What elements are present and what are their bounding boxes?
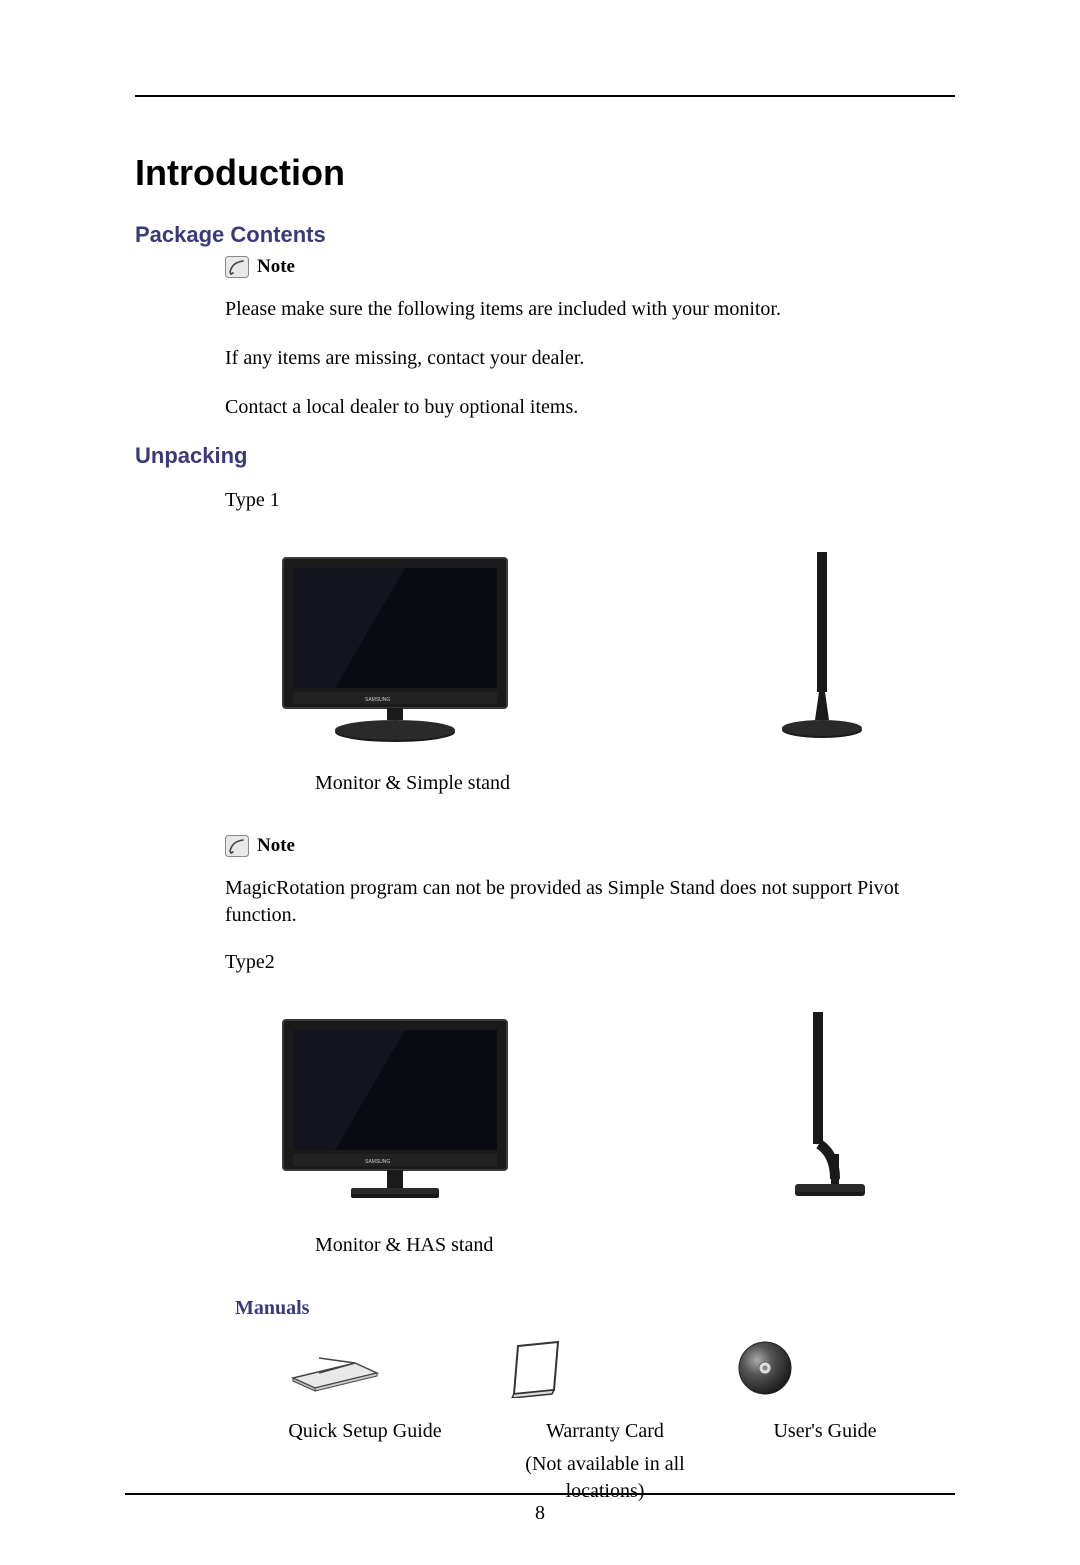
monitor-side-simple-stand-image xyxy=(775,542,875,742)
svg-text:SAMSUNG: SAMSUNG xyxy=(365,697,390,703)
note-label-1: Note xyxy=(257,256,295,278)
note-icon xyxy=(225,256,249,278)
page-title: Introduction xyxy=(135,152,955,194)
type2-label: Type2 xyxy=(225,951,955,974)
users-guide-label: User's Guide xyxy=(725,1420,925,1443)
bottom-horizontal-rule xyxy=(125,1493,955,1495)
warranty-card-sublabel: (Not available in all locations) xyxy=(485,1451,725,1505)
page-container: Introduction Package Contents Note Pleas… xyxy=(0,0,1080,1565)
package-contents-para-1: Please make sure the following items are… xyxy=(225,296,955,323)
monitor-front-simple-stand-image: SAMSUNG xyxy=(275,552,515,742)
warranty-card-item xyxy=(495,1338,575,1398)
users-guide-item xyxy=(725,1338,805,1398)
package-contents-para-2: If any items are missing, contact your d… xyxy=(225,345,955,372)
quick-setup-guide-icon xyxy=(275,1338,395,1398)
manuals-icons-row xyxy=(275,1338,955,1398)
quick-setup-guide-item xyxy=(275,1338,395,1398)
users-guide-disc-icon xyxy=(725,1338,805,1398)
monitor-side-has-stand-image xyxy=(775,1004,875,1204)
unpacking-heading: Unpacking xyxy=(135,443,955,469)
monitor-front-has-stand-image: SAMSUNG xyxy=(275,1014,515,1204)
page-number: 8 xyxy=(0,1502,1080,1525)
type1-label: Type 1 xyxy=(225,489,955,512)
svg-text:SAMSUNG: SAMSUNG xyxy=(365,1159,390,1165)
manuals-heading: Manuals xyxy=(235,1297,955,1320)
package-contents-para-3: Contact a local dealer to buy optional i… xyxy=(225,394,955,421)
unpacking-note-text: MagicRotation program can not be provide… xyxy=(225,875,955,929)
warranty-card-icon xyxy=(495,1338,575,1398)
manuals-labels-row: Quick Setup Guide Warranty Card User's G… xyxy=(245,1420,955,1443)
package-contents-heading: Package Contents xyxy=(135,222,955,248)
note-row-2: Note xyxy=(225,835,955,857)
type1-images-row: SAMSUNG xyxy=(275,542,955,742)
type2-images-row: SAMSUNG xyxy=(275,1004,955,1204)
note-label-2: Note xyxy=(257,835,295,857)
type1-caption: Monitor & Simple stand xyxy=(315,772,955,795)
quick-setup-guide-label: Quick Setup Guide xyxy=(245,1420,485,1443)
note-icon xyxy=(225,835,249,857)
note-row-1: Note xyxy=(225,256,955,278)
top-horizontal-rule xyxy=(135,95,955,97)
warranty-card-label: Warranty Card xyxy=(485,1420,725,1443)
type2-caption: Monitor & HAS stand xyxy=(315,1234,955,1257)
